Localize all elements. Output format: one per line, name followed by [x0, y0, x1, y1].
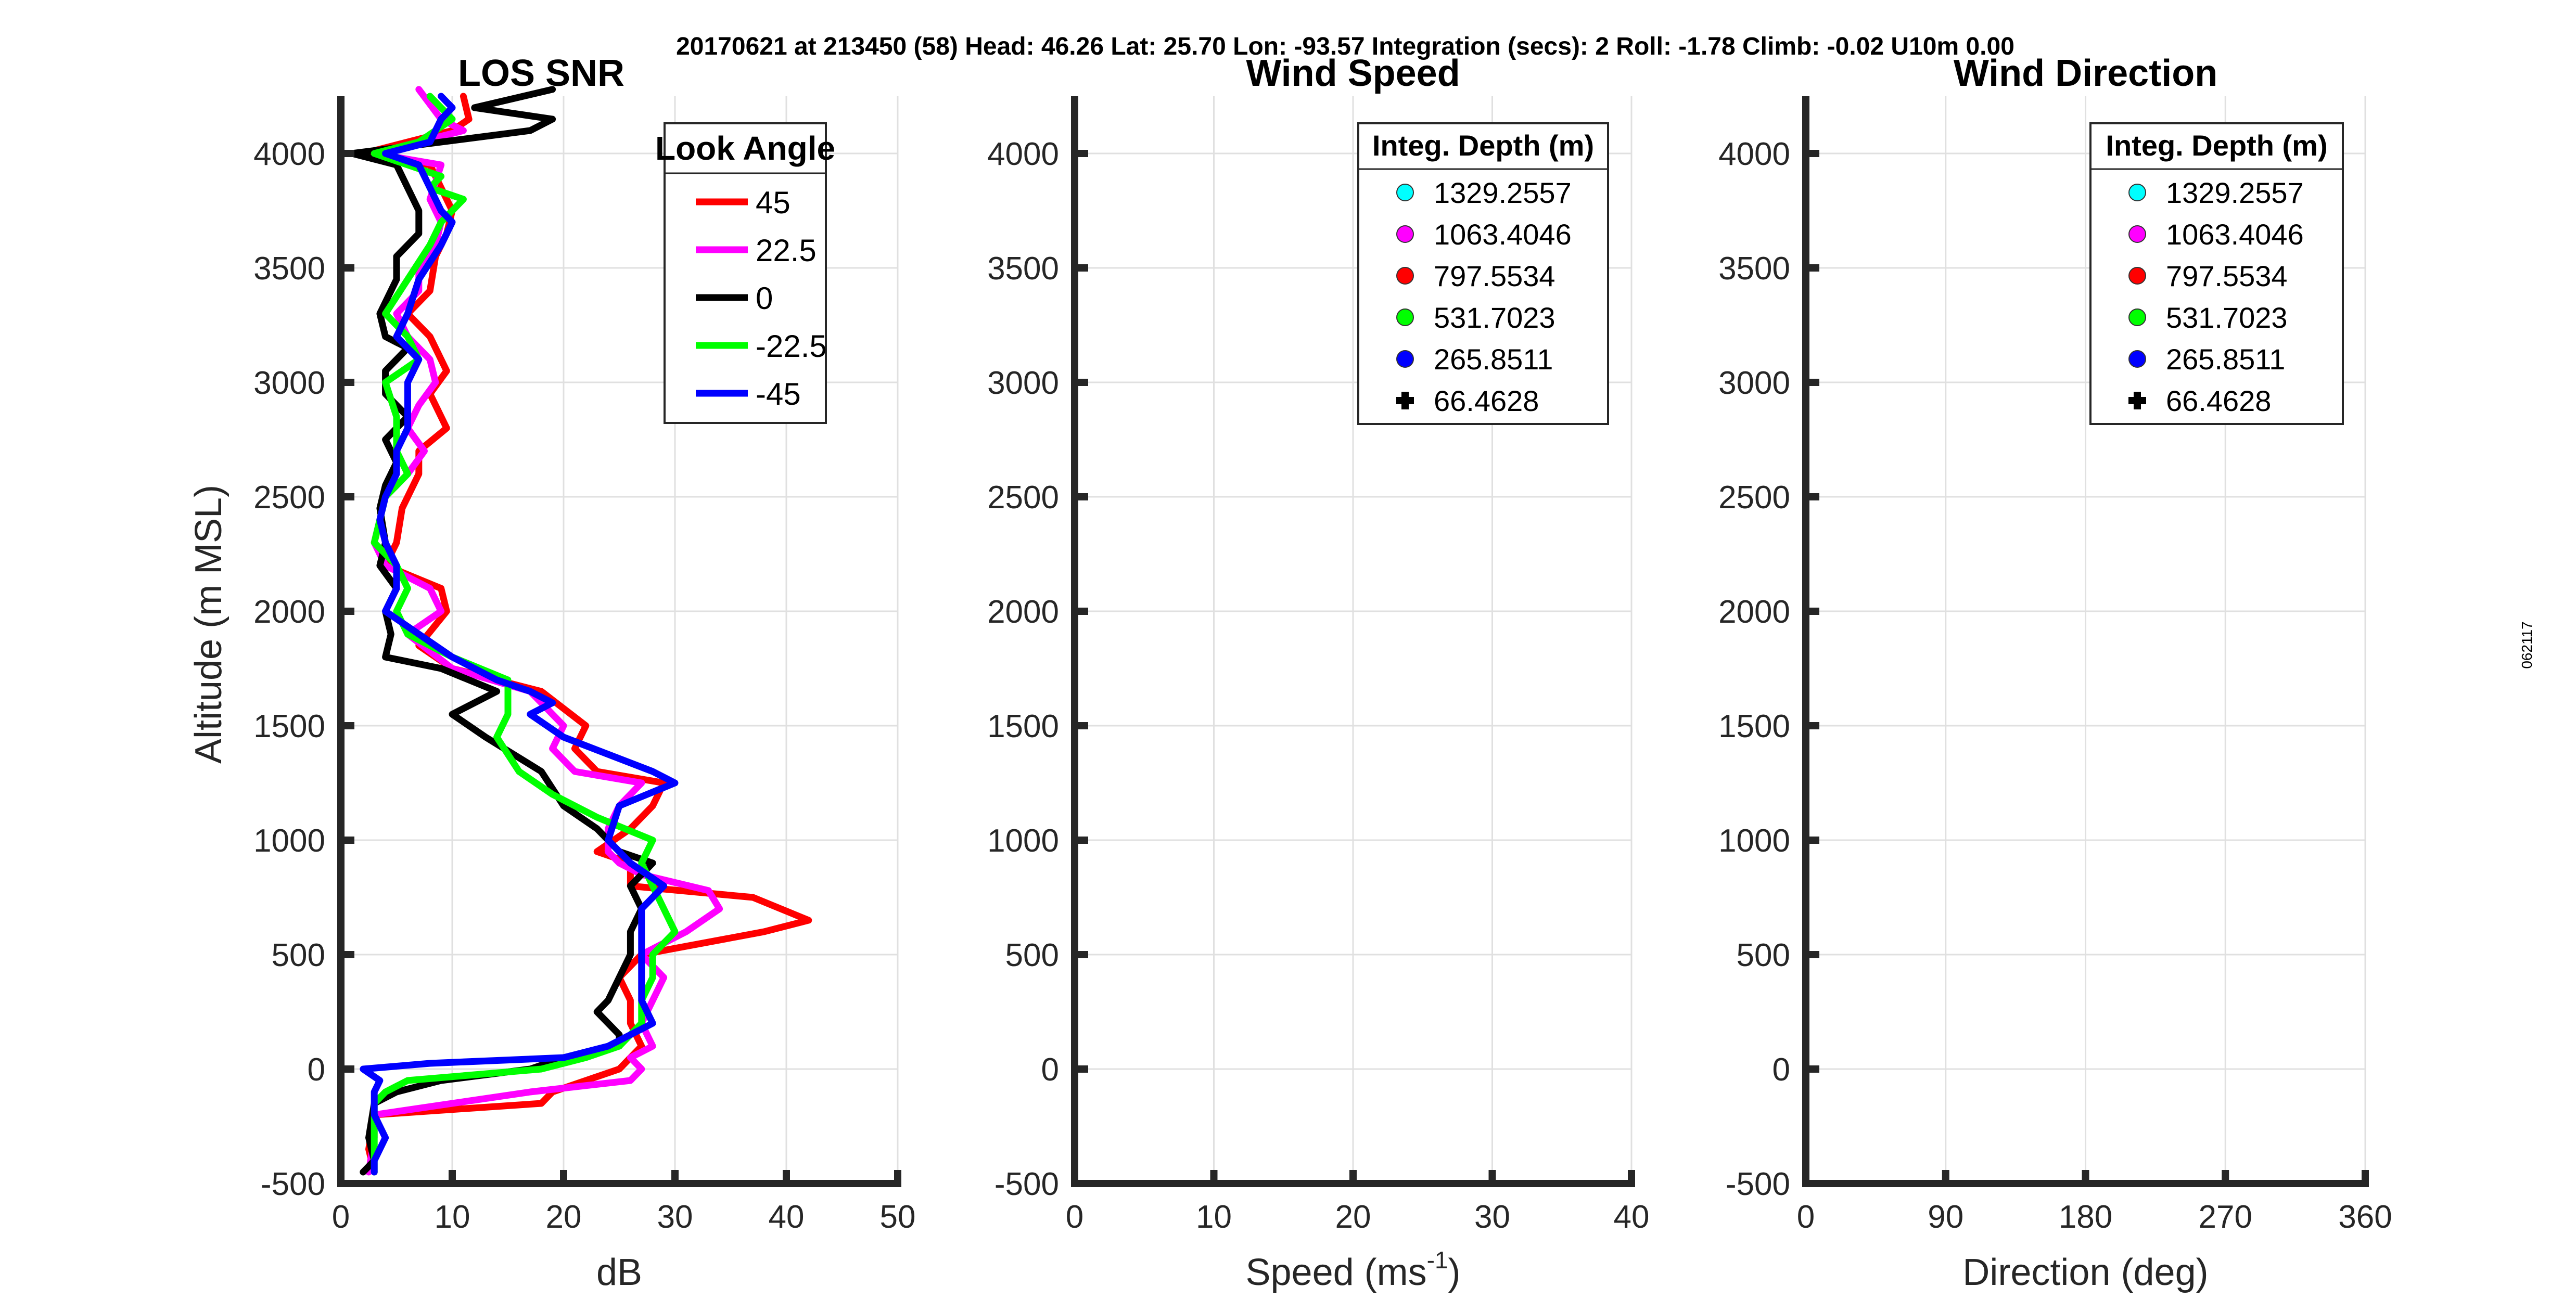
legend-marker-1329.2557: [2128, 184, 2146, 201]
wind-direction-legend-box: [2089, 122, 2344, 425]
wind-speed-y-tick-label: 1500: [987, 709, 1059, 744]
wind-speed-y-tick-label: 3000: [987, 365, 1059, 401]
legend-label-45: 45: [756, 185, 790, 220]
legend-label-531.7023: 531.7023: [1434, 301, 1555, 334]
legend-marker-1329.2557: [1396, 184, 1414, 201]
los-snr-y-tick-label: 3000: [253, 365, 325, 401]
wind-direction-y-tick-label: 1500: [1718, 709, 1790, 744]
los-snr-y-tick-label: 0: [308, 1052, 325, 1088]
wind-direction-y-tick-label: 4000: [1718, 136, 1790, 172]
legend-label-531.7023: 531.7023: [2166, 301, 2288, 334]
wind-direction-title: Wind Direction: [1954, 53, 2217, 94]
legend-marker-265.8511: [1396, 350, 1414, 368]
wind-direction-x-tick-label: 360: [2338, 1199, 2392, 1235]
figure-title: 20170621 at 213450 (58) Head: 46.26 Lat:…: [676, 33, 2014, 60]
los-snr-x-tick-label: 0: [332, 1199, 350, 1235]
wind-speed-x-label-main: Speed (ms: [1245, 1252, 1426, 1293]
wind-speed-x-tick-label: 10: [1196, 1199, 1232, 1235]
wind-direction-y-tick-label: 2000: [1718, 594, 1790, 630]
series-line--45: [360, 93, 679, 1176]
legend-label-1063.4046: 1063.4046: [1434, 218, 1572, 251]
legend-marker-265.8511: [2128, 350, 2146, 368]
wind-speed-panel: 0 10 20 30 40-500050010001500200025003000350…: [987, 53, 1649, 1293]
los-snr-panel: 0 10 20 30 40 50-5000500100015002000250030003…: [188, 53, 915, 1293]
los-snr-x-tick-label: 30: [657, 1199, 693, 1235]
wind-speed-x-tick-label: 40: [1614, 1199, 1650, 1235]
wind-direction-x-tick-label: 90: [1928, 1199, 1963, 1235]
wind-speed-y-tick-label: 500: [1005, 937, 1059, 973]
legend-label-66.4628: 66.4628: [2166, 384, 2271, 417]
legend-marker-797.5534: [1396, 267, 1414, 285]
wind-direction-panel: 0 90 180 270 360-500050010001500200025003000…: [1718, 53, 2392, 1293]
los-snr-y-tick-label: 1000: [253, 823, 325, 859]
wind-speed-y-tick-label: 4000: [987, 136, 1059, 172]
legend-marker-1063.4046: [1396, 225, 1414, 243]
wind-speed-x-label: Speed (ms-1): [1245, 1246, 1460, 1293]
wind-speed-x-tick-label: 0: [1066, 1199, 1083, 1235]
wind-direction-x-label-main: Direction (deg): [1962, 1252, 2208, 1293]
los-snr-y-tick-label: 3500: [253, 251, 325, 287]
los-snr-title: LOS SNR: [458, 53, 624, 94]
wind-direction-y-tick-label: -500: [1726, 1166, 1790, 1202]
legend-marker-797.5534: [2128, 267, 2146, 285]
wind-direction-x-tick-label: 0: [1797, 1199, 1815, 1235]
legend-marker-531.7023: [1396, 308, 1414, 326]
legend-label--45: -45: [756, 377, 801, 411]
los-snr-x-tick-label: 20: [546, 1199, 582, 1235]
los-snr-y-tick-label: 2500: [253, 480, 325, 516]
los-snr-y-label: Altitude (m MSL): [188, 485, 229, 764]
wind-speed-legend-title: Integ. Depth (m): [1372, 129, 1594, 162]
legend-label-265.8511: 265.8511: [2166, 343, 2285, 376]
wind-direction-x-tick-label: 270: [2199, 1199, 2252, 1235]
legend-label--22.5: -22.5: [756, 329, 827, 364]
los-snr-x-label-main: dB: [596, 1252, 642, 1293]
wind-direction-legend-title: Integ. Depth (m): [2106, 129, 2327, 162]
legend-label-797.5534: 797.5534: [2166, 260, 2288, 292]
legend-label-1329.2557: 1329.2557: [2166, 176, 2304, 209]
wind-direction-y-tick-label: 1000: [1718, 823, 1790, 859]
los-snr-y-tick-label: 2000: [253, 594, 325, 630]
wind-direction-y-tick-label: 2500: [1718, 480, 1790, 516]
wind-direction-x-tick-label: 180: [2059, 1199, 2112, 1235]
legend-label-265.8511: 265.8511: [1434, 343, 1553, 376]
wind-speed-title: Wind Speed: [1246, 53, 1460, 94]
legend-label-797.5534: 797.5534: [1434, 260, 1555, 292]
legend-marker-531.7023: [2128, 308, 2146, 326]
wind-speed-x-tick-label: 30: [1474, 1199, 1510, 1235]
legend-label-22.5: 22.5: [756, 233, 817, 268]
wind-speed-y-tick-label: 2000: [987, 594, 1059, 630]
los-snr-y-tick-label: 500: [272, 937, 325, 973]
los-snr-x-label: dB: [596, 1252, 642, 1293]
legend-label-66.4628: 66.4628: [1434, 384, 1539, 417]
wind-speed-x-tick-label: 20: [1335, 1199, 1371, 1235]
wind-speed-y-tick-label: -500: [994, 1166, 1059, 1202]
wind-speed-x-label-sup: -1: [1427, 1246, 1448, 1274]
los-snr-x-tick-label: 40: [769, 1199, 805, 1235]
legend-marker-1063.4046: [2128, 225, 2146, 243]
side-label: 062117: [2519, 621, 2535, 668]
wind-direction-x-label: Direction (deg): [1962, 1252, 2208, 1293]
wind-speed-y-tick-label: 1000: [987, 823, 1059, 859]
los-snr-y-tick-label: 1500: [253, 709, 325, 744]
los-snr-x-tick-label: 50: [880, 1199, 916, 1235]
legend-marker-66.4628: [1396, 392, 1414, 409]
legend-marker-66.4628: [2128, 392, 2146, 409]
los-snr-y-tick-label: 4000: [253, 136, 325, 172]
legend-label-0: 0: [756, 281, 773, 316]
wind-direction-y-tick-label: 0: [1772, 1052, 1790, 1088]
wind-speed-y-tick-label: 2500: [987, 480, 1059, 516]
legend-label-1329.2557: 1329.2557: [1434, 176, 1572, 209]
wind-speed-y-tick-label: 0: [1041, 1052, 1059, 1088]
legend-label-1063.4046: 1063.4046: [2166, 218, 2304, 251]
wind-direction-y-tick-label: 3500: [1718, 251, 1790, 287]
los-snr-legend-title: Look Angle: [655, 130, 835, 167]
los-snr-y-tick-label: -500: [261, 1166, 325, 1202]
los-snr-x-tick-label: 10: [435, 1199, 470, 1235]
wind-speed-x-label-end: ): [1448, 1252, 1461, 1293]
wind-speed-y-tick-label: 3500: [987, 251, 1059, 287]
los-snr-legend-box: [664, 122, 827, 424]
wind-direction-y-tick-label: 500: [1737, 937, 1790, 973]
wind-direction-y-tick-label: 3000: [1718, 365, 1790, 401]
